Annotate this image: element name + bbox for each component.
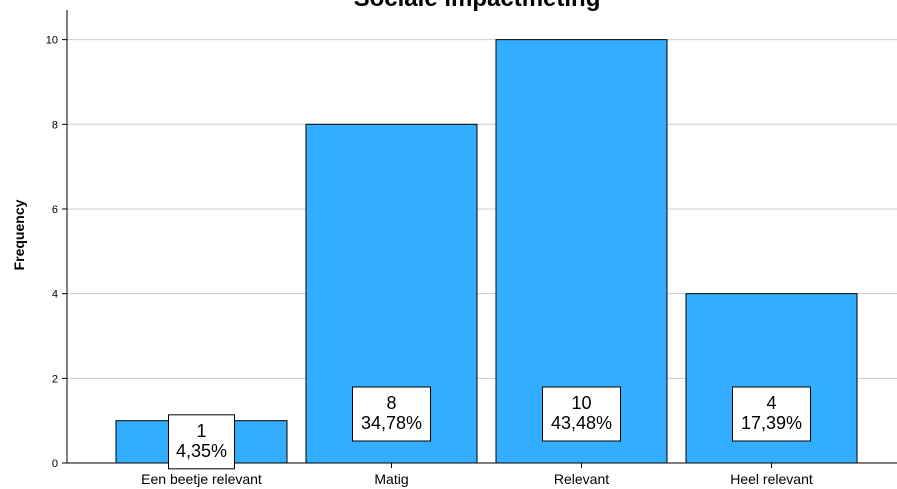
x-tick-label: Heel relevant xyxy=(730,471,813,487)
x-tick-label: Een beetje relevant xyxy=(141,471,262,487)
y-tick-label: 6 xyxy=(52,204,58,216)
data-label-box xyxy=(732,386,811,442)
x-tick-label: Matig xyxy=(374,471,408,487)
data-label-percent: 4,35% xyxy=(176,441,227,461)
data-label-count: 10 xyxy=(571,393,591,413)
y-ticks: 0 2 4 6 8 10 xyxy=(46,35,67,470)
y-tick-label: 0 xyxy=(52,458,58,470)
data-label-count: 1 xyxy=(196,421,206,441)
x-ticks: Een beetje relevant Matig Relevant Heel rel… xyxy=(141,463,813,487)
data-label-box xyxy=(542,386,621,442)
data-label-box xyxy=(352,386,431,442)
data-label-count: 8 xyxy=(386,393,396,413)
x-tick-label: Relevant xyxy=(554,471,609,487)
y-tick-label: 8 xyxy=(52,119,58,131)
data-label-percent: 43,48% xyxy=(551,413,612,433)
y-tick-label: 10 xyxy=(46,35,58,47)
y-tick-label: 2 xyxy=(52,373,58,385)
data-label-box xyxy=(168,414,235,470)
y-tick-label: 4 xyxy=(52,289,58,301)
y-axis-label: Frequency xyxy=(11,199,27,270)
chart-title: Sociale impactmeting xyxy=(354,0,601,12)
data-label-percent: 34,78% xyxy=(361,413,422,433)
data-label-count: 4 xyxy=(766,393,776,413)
data-label-percent: 17,39% xyxy=(741,413,802,433)
